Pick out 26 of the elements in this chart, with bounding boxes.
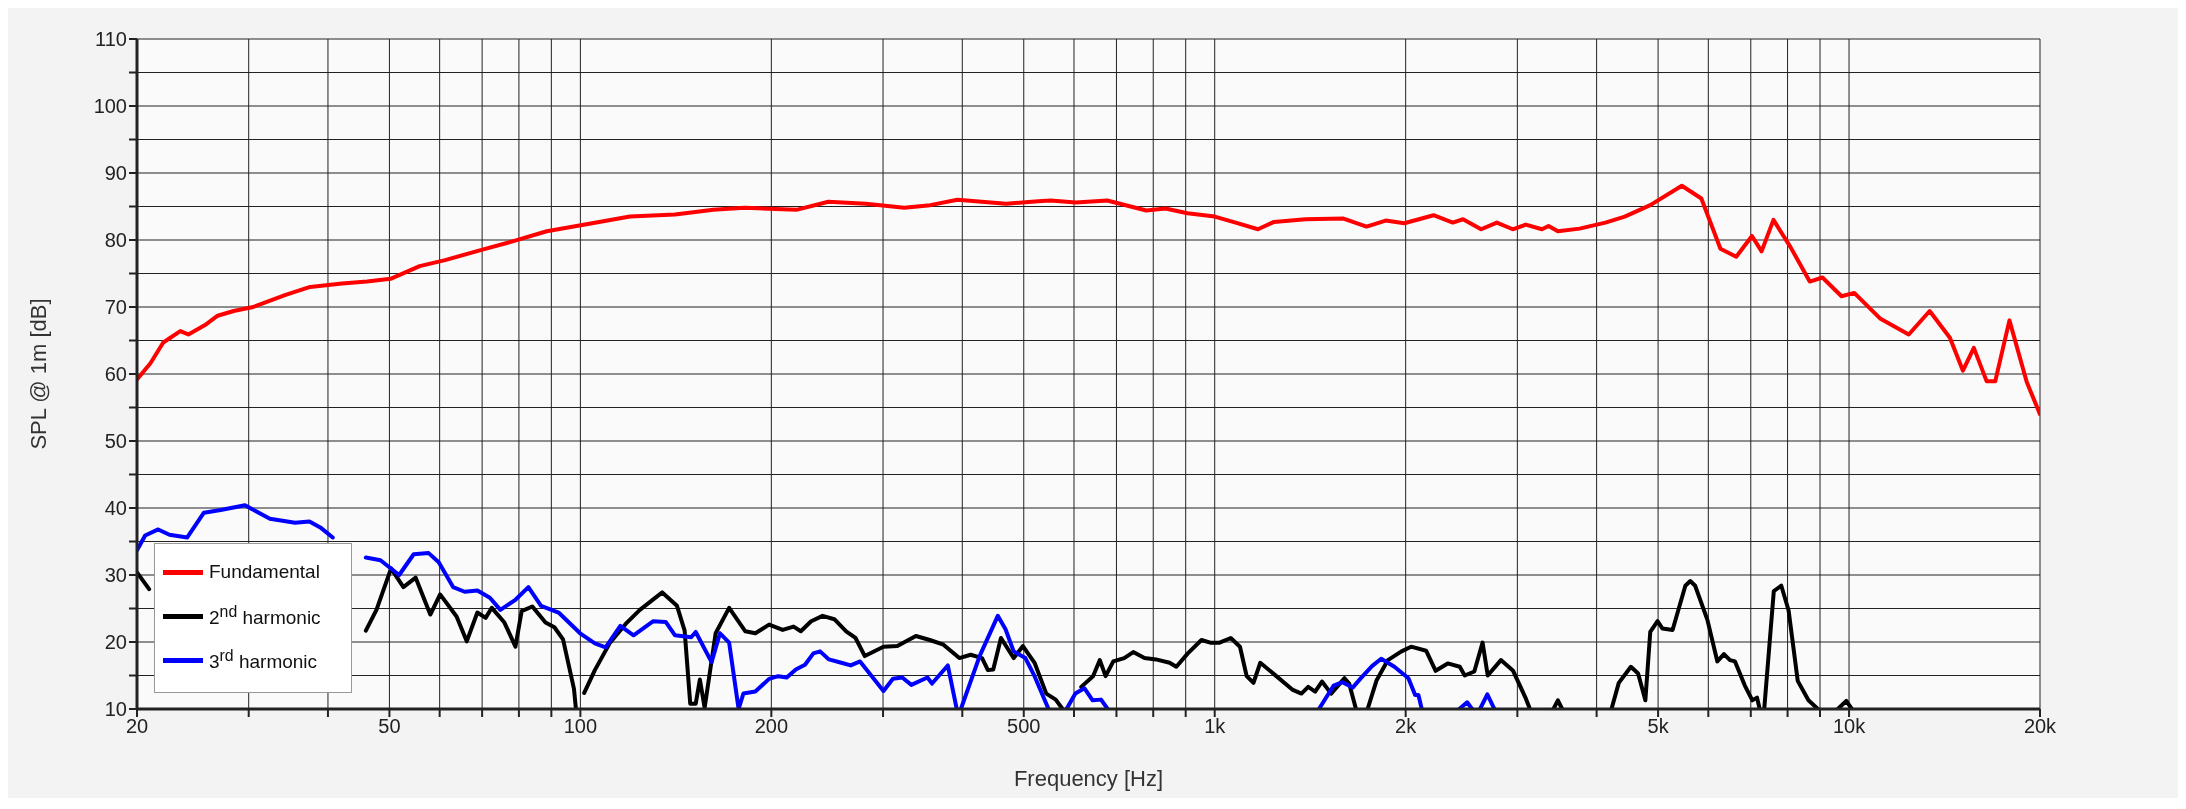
x-tick-label: 20k — [2023, 715, 2058, 738]
x-axis-title: Frequency [Hz] — [1013, 766, 1164, 791]
x-tick-label: 2k — [1395, 715, 1418, 738]
y-tick-label: 30 — [104, 564, 127, 587]
y-tick-label: 50 — [104, 430, 127, 453]
x-tick-label: 10k — [1832, 715, 1867, 738]
x-tick-label: 20 — [125, 715, 149, 738]
y-tick-label: 20 — [104, 631, 127, 654]
legend-label: Fundamental — [209, 561, 320, 583]
legend-label: 3$^{rd}$ harmonic — [209, 646, 318, 674]
x-tick-label: 100 — [563, 715, 598, 738]
x-tick-label: 50 — [378, 715, 401, 738]
y-tick-label: 100 — [93, 95, 127, 118]
y-tick-label: 70 — [104, 296, 127, 319]
x-tick-label: 200 — [754, 715, 789, 738]
y-tick-label: 110 — [95, 28, 127, 51]
y-axis-title: SPL @ 1m [dB] — [25, 298, 51, 450]
x-tick-label: 5k — [1647, 715, 1670, 738]
y-tick-label: 90 — [104, 162, 127, 185]
y-tick-label: 40 — [104, 497, 127, 520]
legend-label: 2$^{nd}$ harmonic — [209, 602, 321, 630]
y-tick-label: 80 — [104, 229, 127, 252]
y-tick-label: 10 — [104, 698, 127, 721]
y-tick-label: 60 — [104, 363, 127, 386]
x-tick-label: 500 — [1007, 715, 1041, 738]
x-tick-label: 1k — [1204, 715, 1227, 738]
